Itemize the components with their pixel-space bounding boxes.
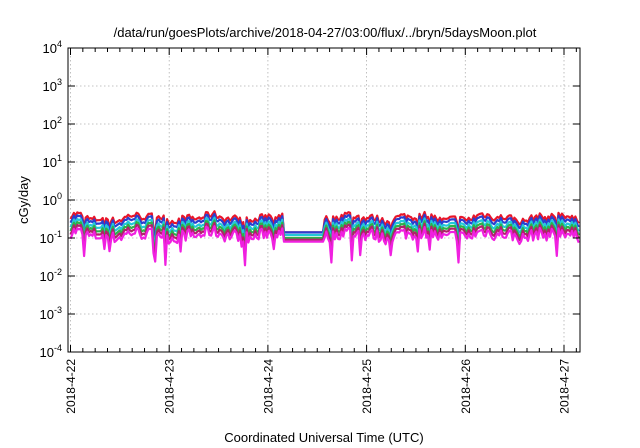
x-axis-label: Coordinated Universal Time (UTC): [224, 430, 423, 445]
chart-title: /data/run/goesPlots/archive/2018-04-27/0…: [114, 25, 537, 40]
series-line: [69, 225, 580, 267]
y-tick-label: 10-1: [40, 229, 62, 246]
y-tick-label: 10-3: [40, 305, 62, 322]
y-axis-label: cGy/day: [16, 176, 31, 224]
y-tick-label: 10-4: [40, 343, 62, 360]
x-tick-label: 2018-4-22: [64, 359, 78, 414]
x-tick-label: 2018-4-25: [360, 359, 374, 414]
y-tick-label: 101: [43, 153, 62, 170]
y-tick-label: 100: [43, 191, 62, 208]
x-tick-label: 2018-4-26: [459, 359, 473, 414]
y-tick-label: 10-2: [40, 267, 62, 284]
y-tick-label: 102: [43, 115, 62, 132]
y-tick-label: 103: [43, 77, 62, 94]
y-tick-label: 104: [43, 39, 62, 56]
x-tick-label: 2018-4-27: [558, 359, 572, 414]
x-tick-label: 2018-4-23: [163, 359, 177, 414]
x-tick-label: 2018-4-24: [261, 359, 275, 414]
